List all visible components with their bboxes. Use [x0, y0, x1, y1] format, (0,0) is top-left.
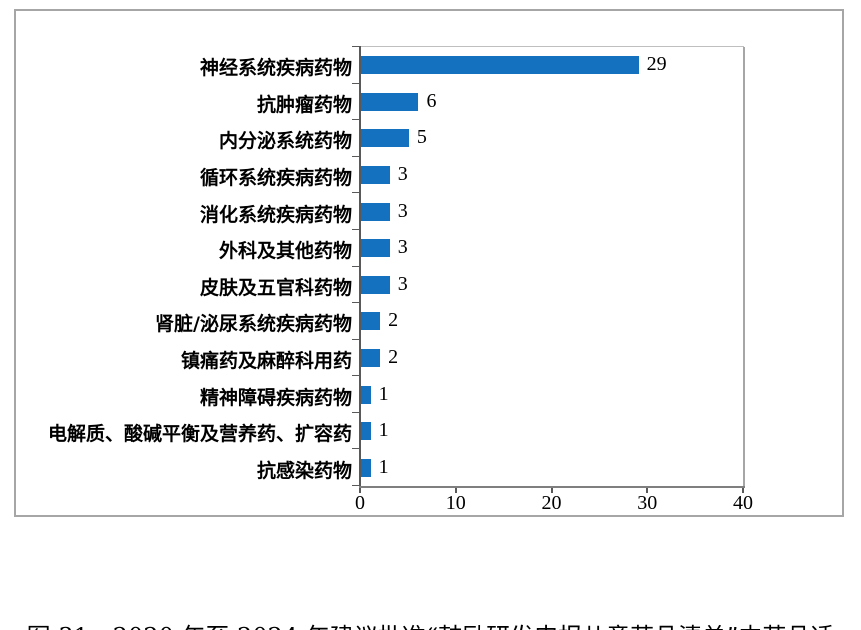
- bar: [361, 458, 371, 477]
- category-label: 神经系统疾病药物: [199, 57, 352, 80]
- x-axis-tick-label: 10: [445, 492, 466, 514]
- category-label: 抗肿瘤药物: [256, 93, 352, 116]
- category-label: 循环系统疾病药物: [199, 167, 352, 190]
- x-axis-line: [359, 486, 745, 488]
- bar: [361, 129, 409, 148]
- bar: [361, 275, 390, 294]
- value-label: 1: [378, 382, 389, 405]
- category-label: 镇痛药及麻醉科用药: [180, 349, 352, 372]
- bar: [361, 92, 419, 111]
- value-label: 3: [397, 272, 408, 295]
- x-axis-tick: [646, 488, 649, 493]
- bar: [361, 385, 371, 404]
- value-label: 5: [416, 126, 427, 149]
- value-label: 3: [397, 236, 408, 259]
- value-label: 29: [646, 53, 667, 76]
- x-axis-tick: [742, 488, 744, 493]
- y-axis-tick: [352, 266, 359, 267]
- value-label: 2: [388, 345, 399, 368]
- bar: [361, 166, 390, 185]
- y-axis-tick: [352, 156, 359, 157]
- y-axis-tick: [352, 485, 359, 486]
- plot-area-top-border: [360, 46, 744, 47]
- value-label: 1: [378, 455, 389, 478]
- bar: [361, 239, 390, 258]
- x-axis-tick-label: 40: [733, 492, 753, 514]
- category-label: 肾脏/泌尿系统疾病药物: [155, 313, 352, 336]
- value-label: 6: [426, 89, 437, 112]
- category-label: 外科及其他药物: [218, 240, 352, 263]
- category-label: 精神障碍疾病药物: [199, 386, 352, 409]
- y-axis-tick: [352, 229, 359, 230]
- y-axis-line: [359, 46, 361, 488]
- bar: [361, 312, 381, 331]
- y-axis-tick: [352, 119, 359, 120]
- y-axis-tick: [352, 339, 359, 340]
- bar: [361, 348, 381, 367]
- y-axis-tick: [352, 46, 359, 47]
- x-axis-tick-label: 20: [541, 492, 562, 514]
- x-axis-tick: [359, 488, 361, 493]
- bar: [361, 56, 639, 75]
- x-axis-tick: [454, 488, 457, 493]
- category-label: 皮肤及五官科药物: [199, 276, 352, 299]
- bar: [361, 202, 390, 221]
- y-axis-tick: [352, 375, 359, 376]
- category-label: 抗感染药物: [256, 459, 352, 482]
- bar: [361, 422, 371, 441]
- figure-border: [14, 9, 844, 517]
- value-label: 1: [378, 419, 389, 442]
- category-label: 消化系统疾病药物: [199, 203, 352, 226]
- x-axis-tick-label: 30: [637, 492, 658, 514]
- y-axis-tick: [352, 412, 359, 413]
- value-label: 3: [397, 199, 408, 222]
- x-axis-tick-label: 0: [355, 492, 365, 514]
- figure-caption: 图 31 2020 年至 2024 年建议批准“鼓励研发申报儿童药品清单”内药品…: [0, 540, 861, 630]
- y-axis-tick: [352, 448, 359, 449]
- category-label: 电解质、酸碱平衡及营养药、扩容药: [47, 423, 352, 446]
- y-axis-tick: [352, 83, 359, 84]
- y-axis-tick: [352, 192, 359, 193]
- figure-caption-line1: 图 31 2020 年至 2024 年建议批准“鼓励研发申报儿童药品清单”内药品…: [0, 618, 861, 630]
- y-axis-tick: [352, 302, 359, 303]
- plot-area-right-border: [743, 47, 745, 487]
- value-label: 2: [388, 309, 399, 332]
- category-label: 内分泌系统药物: [218, 130, 352, 153]
- x-axis-tick: [550, 488, 553, 493]
- value-label: 3: [397, 163, 408, 186]
